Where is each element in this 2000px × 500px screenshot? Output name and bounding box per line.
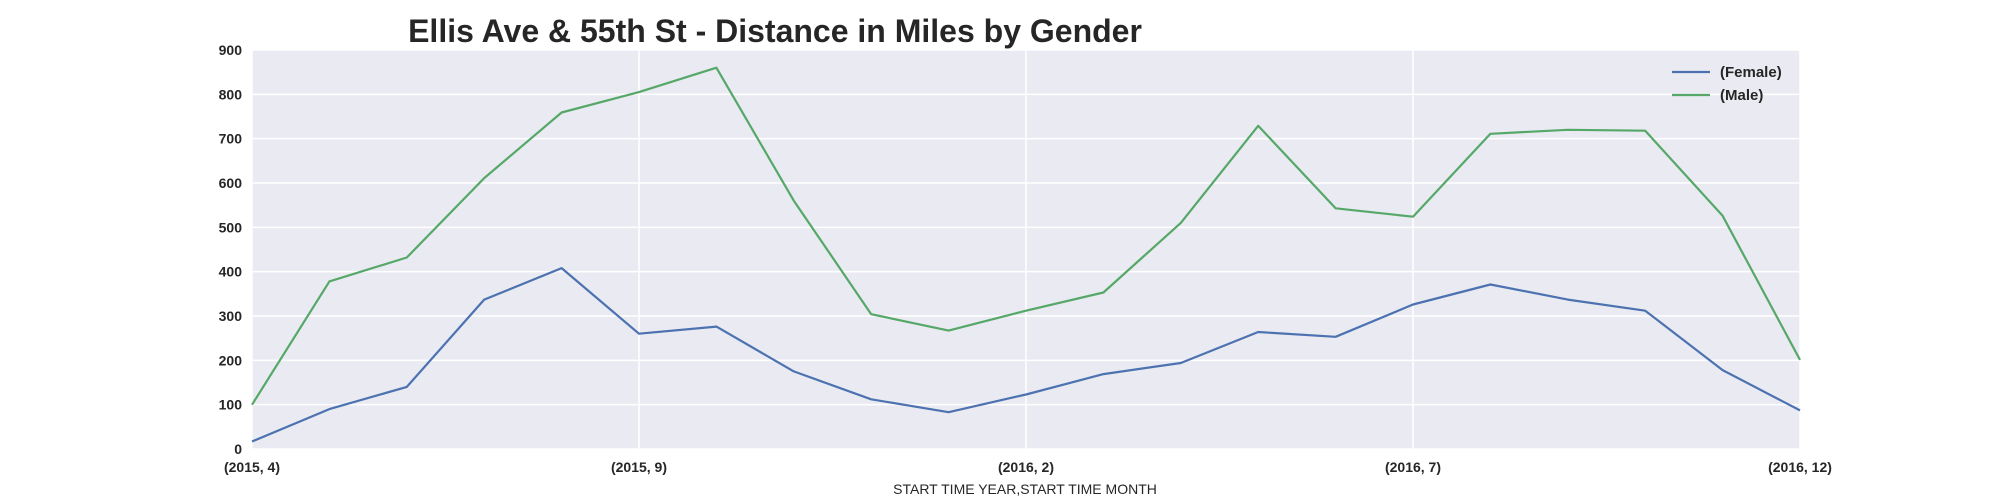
legend-label: (Male)	[1720, 87, 1763, 104]
x-axis-label: START TIME YEAR,START TIME MONTH	[893, 481, 1157, 497]
legend: (Female) (Male)	[1672, 64, 1782, 104]
y-tick-label: 800	[219, 86, 243, 102]
chart-title: Ellis Ave & 55th St - Distance in Miles …	[408, 13, 1142, 49]
x-tick-label: (2015, 9)	[611, 459, 667, 475]
y-tick-label: 600	[219, 175, 243, 191]
x-axis: (2015, 4) (2015, 9) (2016, 2) (2016, 7) (201…	[224, 459, 1832, 475]
x-tick-label: (2015, 4)	[224, 459, 280, 475]
x-tick-label: (2016, 12)	[1768, 459, 1832, 475]
y-tick-label: 100	[219, 397, 243, 413]
y-tick-label: 300	[219, 308, 243, 324]
y-tick-label: 700	[219, 131, 243, 147]
y-tick-label: 0	[234, 441, 242, 457]
grid	[251, 49, 1801, 450]
x-tick-label: (2016, 7)	[1385, 459, 1441, 475]
y-axis: 0 100 200 300 400 500 600 700 800 900	[219, 42, 243, 457]
y-tick-label: 500	[219, 219, 243, 235]
y-tick-label: 200	[219, 352, 243, 368]
series-group	[251, 66, 1801, 443]
legend-label: (Female)	[1720, 64, 1782, 81]
series-line-male	[251, 66, 1801, 406]
y-tick-label: 400	[219, 264, 243, 280]
y-tick-label: 900	[219, 42, 243, 58]
series-line-female	[251, 267, 1801, 443]
x-tick-label: (2016, 2)	[998, 459, 1054, 475]
